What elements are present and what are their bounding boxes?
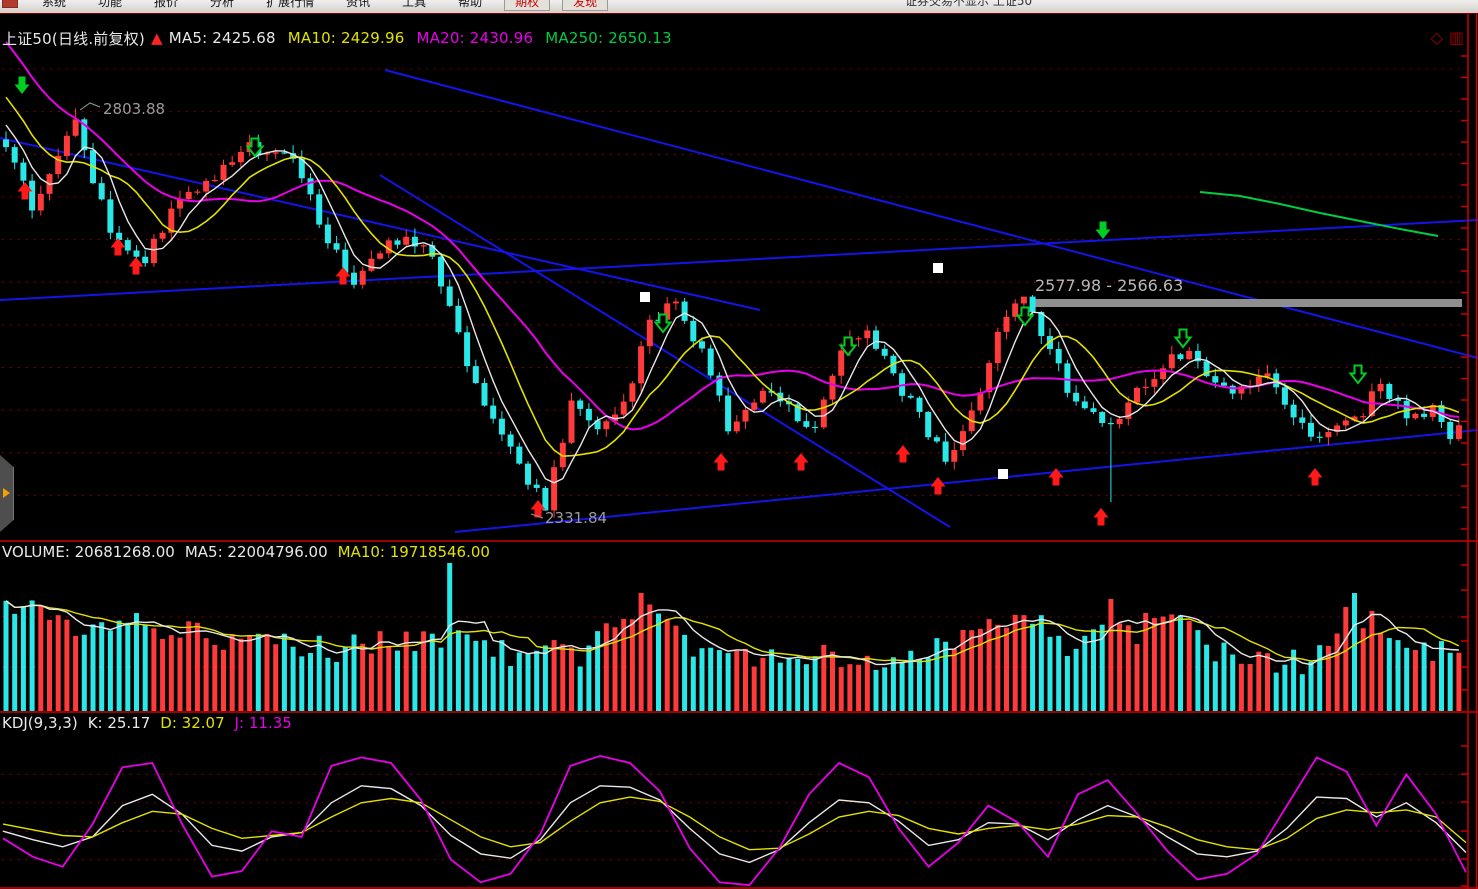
kdj-name-label: KDJ(9,3,3): [2, 714, 78, 732]
volume-header: VOLUME: 20681268.00 MA5: 22004796.00 MA1…: [2, 543, 500, 561]
menu-status-text: 证券交易不显示 上证50: [905, 0, 1033, 8]
volume-ma10-label: MA10: 19718546.00: [337, 543, 490, 561]
ma5-legend: MA5: 2425.68: [168, 29, 276, 47]
flyout-arrow-icon: [3, 488, 10, 498]
trendline-handle: [640, 292, 650, 302]
symbol-title[interactable]: 上证50(日线.前复权): [2, 29, 145, 48]
menu-item-tools[interactable]: 工具: [402, 0, 427, 9]
resistance-range-label: 2577.98 - 2566.63: [1035, 276, 1184, 295]
trendline-handle: [998, 469, 1008, 479]
menu-item-discover[interactable]: 发现: [562, 0, 609, 11]
grid-window-icon[interactable]: ▥: [1448, 28, 1464, 47]
sidebar-flyout-handle[interactable]: [0, 455, 14, 532]
ma20-legend: MA20: 2430.96: [416, 29, 534, 47]
trendline-handle: [933, 263, 943, 273]
menu-bar: 系统 功能 报价 分析 扩展行情 资讯 工具 帮助 期权 发现 证券交易不显示 …: [0, 0, 1478, 14]
kdj-header: KDJ(9,3,3) K: 25.17 D: 32.07 J: 11.35: [2, 714, 292, 732]
ma10-legend: MA10: 2429.96: [287, 29, 405, 47]
menu-item-extended-quotes[interactable]: 扩展行情: [266, 0, 315, 9]
main-chart-header: 上证50(日线.前复权) ▲ MA5: 2425.68 MA10: 2429.9…: [2, 27, 672, 49]
volume-ma5-label: MA5: 22004796.00: [184, 543, 328, 561]
menu-item-analysis[interactable]: 分析: [210, 0, 235, 9]
menu-item-system[interactable]: 系统: [42, 0, 67, 9]
lowest-price-label: 2331.84: [545, 509, 608, 527]
menu-item-options[interactable]: 期权: [504, 0, 551, 11]
kdj-d-label: D: 32.07: [160, 714, 225, 732]
highest-price-label: 2803.88: [103, 100, 166, 118]
menu-item-news[interactable]: 资讯: [346, 0, 371, 9]
menu-item-quotes[interactable]: 报价: [154, 0, 179, 9]
diamond-icon[interactable]: ◇: [1430, 28, 1443, 47]
kdj-j-label: J: 11.35: [234, 714, 292, 732]
menu-item-help[interactable]: 帮助: [458, 0, 483, 9]
ma250-legend: MA250: 2650.13: [545, 29, 672, 47]
menu-item-function[interactable]: 功能: [98, 0, 123, 9]
kdj-k-label: K: 25.17: [87, 714, 151, 732]
app-icon[interactable]: [2, 0, 18, 8]
trend-up-icon: ▲: [150, 29, 163, 47]
volume-value-label: VOLUME: 20681268.00: [2, 543, 175, 561]
